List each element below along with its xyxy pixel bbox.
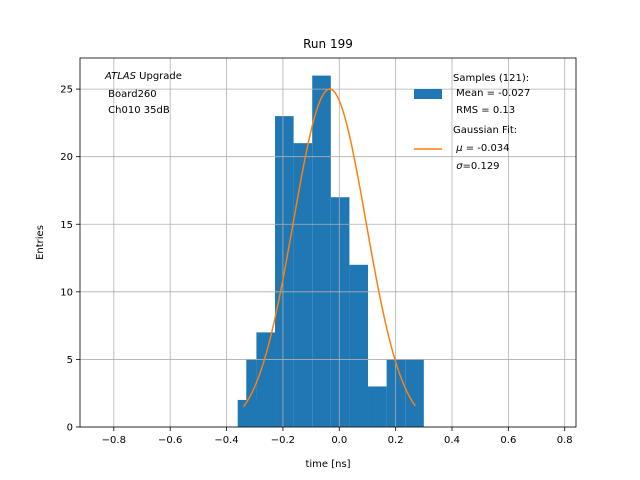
y-tick-label: 15 bbox=[60, 220, 73, 231]
legend-samples-title: Samples (121): bbox=[453, 73, 529, 84]
legend-samples-mean: Mean = -0.027 bbox=[453, 88, 530, 99]
x-tick-label: 0.0 bbox=[331, 435, 347, 446]
histogram-bar bbox=[237, 399, 247, 427]
legend-mu-symbol: μ bbox=[455, 143, 462, 154]
x-tick-label: −0.6 bbox=[158, 435, 182, 446]
histogram-bar bbox=[256, 332, 276, 427]
y-axis-ticks: 0 5 10 15 20 25 bbox=[60, 85, 80, 434]
chart-title: Run 199 bbox=[303, 37, 353, 51]
legend-fit-mu: μ = -0.034 bbox=[453, 143, 510, 154]
annotation-atlas: ATLAS bbox=[104, 71, 137, 82]
y-tick-label: 0 bbox=[67, 423, 73, 434]
y-axis-label: Entries bbox=[35, 225, 46, 260]
legend-fit-sigma: σ=0.129 bbox=[453, 161, 500, 172]
annotation-line-2: Board260 bbox=[105, 89, 157, 100]
histogram-bar bbox=[405, 359, 424, 427]
x-axis-ticks: −0.8 −0.6 −0.4 −0.2 0.0 0.2 0.4 0.6 0.8 bbox=[102, 427, 573, 446]
y-tick-label: 10 bbox=[60, 287, 73, 298]
histogram-bar bbox=[293, 143, 313, 427]
legend-sigma-symbol: σ bbox=[456, 161, 463, 172]
annotation-line-3: Ch010 35dB bbox=[105, 105, 170, 116]
x-tick-label: −0.4 bbox=[214, 435, 238, 446]
histogram-bar bbox=[368, 386, 387, 427]
gaussian-fit-curve bbox=[242, 88, 416, 408]
legend-sigma-value: =0.129 bbox=[463, 161, 500, 172]
x-tick-label: −0.2 bbox=[271, 435, 295, 446]
x-tick-label: 0.2 bbox=[388, 435, 404, 446]
y-tick-label: 20 bbox=[60, 152, 73, 163]
legend-samples-patch bbox=[414, 89, 442, 99]
plot-frame bbox=[79, 57, 577, 428]
histogram-bar bbox=[312, 75, 331, 428]
x-axis-label: time [ns] bbox=[305, 459, 350, 470]
histogram-bar bbox=[349, 264, 369, 427]
y-tick-label: 25 bbox=[60, 85, 73, 96]
legend-fit-title: Gaussian Fit: bbox=[453, 125, 517, 136]
x-tick-label: 0.8 bbox=[557, 435, 573, 446]
legend: Samples (121): Mean = -0.027 RMS = 0.13 … bbox=[414, 73, 530, 172]
annotation-block: ATLAS Upgrade Board260 Ch010 35dB bbox=[104, 71, 182, 116]
legend-mu-value: = -0.034 bbox=[463, 143, 510, 154]
legend-samples-rms: RMS = 0.13 bbox=[453, 105, 515, 116]
x-tick-label: 0.4 bbox=[444, 435, 460, 446]
y-tick-label: 5 bbox=[67, 355, 73, 366]
histogram-bar bbox=[330, 197, 350, 427]
x-tick-label: −0.8 bbox=[102, 435, 126, 446]
annotation-upgrade: Upgrade bbox=[136, 71, 182, 82]
annotation-line-1: ATLAS Upgrade bbox=[104, 71, 182, 82]
grid bbox=[80, 58, 576, 428]
x-tick-label: 0.6 bbox=[500, 435, 516, 446]
